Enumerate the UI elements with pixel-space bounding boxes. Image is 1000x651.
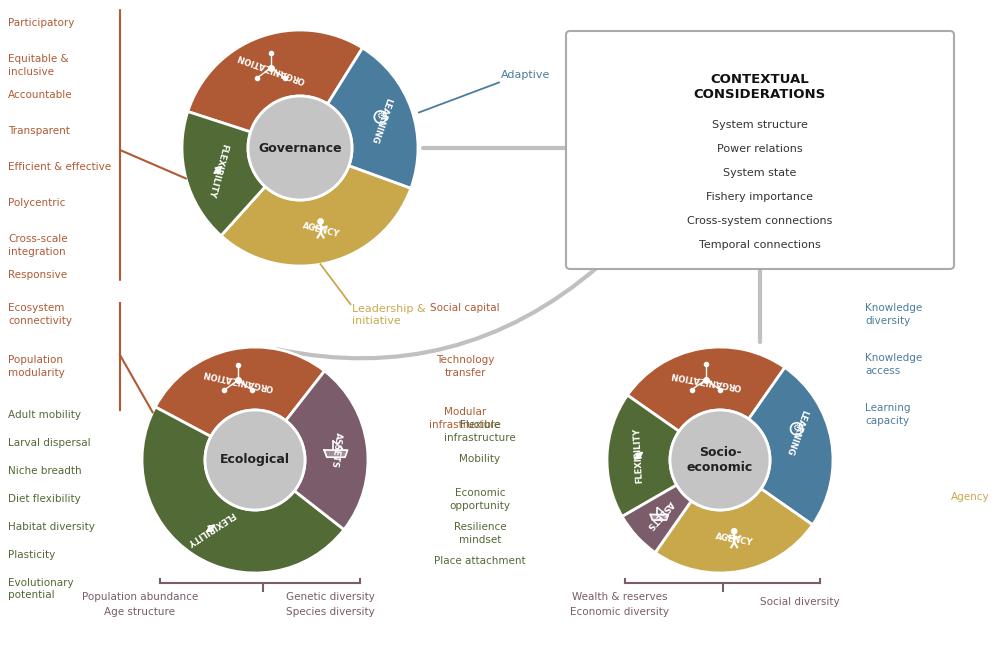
Text: Temporal connections: Temporal connections xyxy=(699,240,821,250)
Text: Resilience: Resilience xyxy=(454,522,506,532)
Text: Knowledge: Knowledge xyxy=(865,353,922,363)
Text: Cross-system connections: Cross-system connections xyxy=(687,216,833,226)
Wedge shape xyxy=(221,166,411,266)
Text: diversity: diversity xyxy=(865,316,910,326)
Text: Economic diversity: Economic diversity xyxy=(570,607,670,617)
Text: Technology: Technology xyxy=(436,355,494,365)
Text: Social diversity: Social diversity xyxy=(760,597,840,607)
Text: Population abundance: Population abundance xyxy=(82,592,198,602)
Text: Habitat diversity: Habitat diversity xyxy=(8,522,95,532)
Text: Ecological: Ecological xyxy=(220,454,290,467)
Text: transfer: transfer xyxy=(444,368,486,378)
Wedge shape xyxy=(182,111,265,236)
Text: Modular: Modular xyxy=(444,407,486,417)
Wedge shape xyxy=(155,347,325,437)
Circle shape xyxy=(318,219,324,225)
Text: FLEXIBILITY: FLEXIBILITY xyxy=(185,510,236,547)
Text: Larval dispersal: Larval dispersal xyxy=(8,438,91,448)
Text: Responsive: Responsive xyxy=(8,270,67,280)
Text: System state: System state xyxy=(723,168,797,178)
Text: Equitable &: Equitable & xyxy=(8,54,69,64)
Text: Mobility: Mobility xyxy=(459,454,501,464)
Text: Diet flexibility: Diet flexibility xyxy=(8,494,81,504)
Text: ORGANIZATION: ORGANIZATION xyxy=(202,368,274,392)
Text: Evolutionary
potential: Evolutionary potential xyxy=(8,578,74,600)
Text: FLEXIBILITY: FLEXIBILITY xyxy=(633,428,645,484)
Text: infrastructure: infrastructure xyxy=(429,420,501,430)
Text: infrastructure: infrastructure xyxy=(444,433,516,443)
Text: Species diversity: Species diversity xyxy=(286,607,374,617)
Text: Niche breadth: Niche breadth xyxy=(8,466,82,476)
Text: Socio-
economic: Socio- economic xyxy=(687,446,753,474)
Wedge shape xyxy=(286,371,368,529)
Text: Efficient & effective: Efficient & effective xyxy=(8,162,111,172)
Text: opportunity: opportunity xyxy=(450,501,511,511)
Text: ⚙: ⚙ xyxy=(792,423,801,434)
Text: Social capital: Social capital xyxy=(430,303,500,313)
Text: ⚙: ⚙ xyxy=(376,111,385,122)
FancyBboxPatch shape xyxy=(566,31,954,269)
Text: Ecosystem: Ecosystem xyxy=(8,303,64,313)
Text: connectivity: connectivity xyxy=(8,316,72,326)
Text: Population: Population xyxy=(8,355,63,365)
Text: FLEXIBILITY: FLEXIBILITY xyxy=(206,142,229,198)
Text: Cross-scale: Cross-scale xyxy=(8,234,68,244)
Text: Transparent: Transparent xyxy=(8,126,70,136)
Text: Polycentric: Polycentric xyxy=(8,198,65,208)
FancyArrowPatch shape xyxy=(277,267,598,358)
Text: CONTEXTUAL
CONSIDERATIONS: CONTEXTUAL CONSIDERATIONS xyxy=(694,73,826,101)
Text: AGENCY: AGENCY xyxy=(715,533,754,548)
Text: Knowledge: Knowledge xyxy=(865,303,922,313)
Text: Agency: Agency xyxy=(951,492,990,502)
Text: inclusive: inclusive xyxy=(8,67,54,77)
Wedge shape xyxy=(655,489,813,573)
Polygon shape xyxy=(324,450,348,457)
Text: ASSETS: ASSETS xyxy=(329,432,343,468)
Text: Adult mobility: Adult mobility xyxy=(8,410,81,420)
Text: Genetic diversity: Genetic diversity xyxy=(286,592,374,602)
Wedge shape xyxy=(622,485,691,553)
Text: Leadership &
initiative: Leadership & initiative xyxy=(352,304,426,326)
Text: Place attachment: Place attachment xyxy=(434,556,526,566)
Wedge shape xyxy=(627,347,785,432)
Text: modularity: modularity xyxy=(8,368,65,378)
Wedge shape xyxy=(607,395,679,516)
Text: System structure: System structure xyxy=(712,120,808,130)
Text: Fishery importance: Fishery importance xyxy=(706,192,814,202)
Text: ASSETS: ASSETS xyxy=(644,498,675,531)
Text: LEARNING: LEARNING xyxy=(784,408,809,456)
Circle shape xyxy=(205,410,305,510)
Text: ORGANIZATION: ORGANIZATION xyxy=(670,369,742,391)
Text: AGENCY: AGENCY xyxy=(301,221,340,240)
Text: Flexible: Flexible xyxy=(460,420,500,430)
Text: Adaptive: Adaptive xyxy=(501,70,550,81)
Text: Age structure: Age structure xyxy=(104,607,176,617)
Text: Governance: Governance xyxy=(258,141,342,154)
Text: LEARNING: LEARNING xyxy=(368,96,392,145)
Text: access: access xyxy=(865,366,900,376)
Circle shape xyxy=(731,528,737,534)
Text: mindset: mindset xyxy=(459,535,501,545)
Text: Accountable: Accountable xyxy=(8,90,73,100)
Text: Power relations: Power relations xyxy=(717,144,803,154)
Text: Learning: Learning xyxy=(865,403,910,413)
Circle shape xyxy=(248,96,352,200)
Text: Participatory: Participatory xyxy=(8,18,74,28)
Text: integration: integration xyxy=(8,247,66,257)
Text: ORGANIZATION: ORGANIZATION xyxy=(236,51,306,85)
Circle shape xyxy=(670,410,770,510)
Polygon shape xyxy=(650,514,668,520)
Wedge shape xyxy=(328,48,418,188)
Text: Plasticity: Plasticity xyxy=(8,550,55,560)
Text: Economic: Economic xyxy=(455,488,505,498)
Wedge shape xyxy=(142,407,344,573)
Wedge shape xyxy=(749,367,833,525)
Text: Wealth & reserves: Wealth & reserves xyxy=(572,592,668,602)
Wedge shape xyxy=(188,30,363,132)
Text: capacity: capacity xyxy=(865,416,909,426)
